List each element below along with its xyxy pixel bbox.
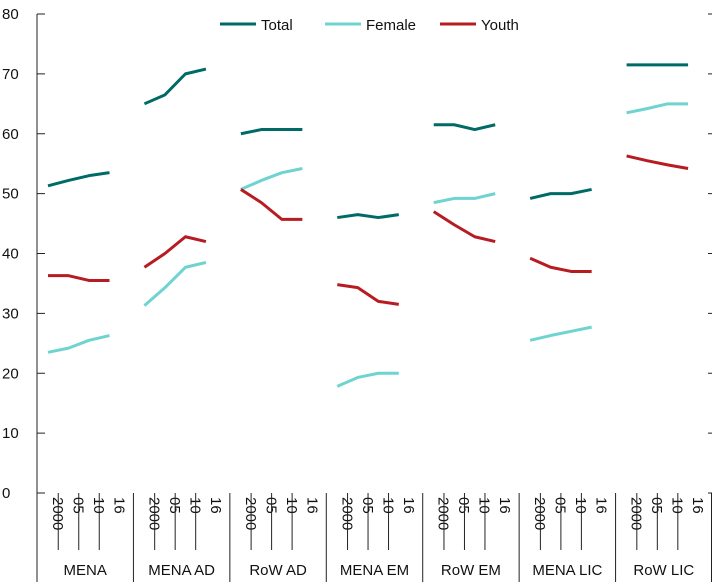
x-tick-label: 2000 <box>435 497 452 530</box>
x-tick-label: 16 <box>207 497 224 514</box>
group-label: MENA <box>64 562 107 579</box>
series-line-female-mena <box>47 334 110 354</box>
group-label: MENA EM <box>340 562 409 579</box>
series-line-youth-row-em <box>432 210 496 243</box>
x-tick-label: 10 <box>90 497 107 514</box>
group-label: MENA LIC <box>532 562 602 579</box>
series-line-youth-mena-em <box>337 283 400 306</box>
x-tick-label: 2000 <box>242 497 259 530</box>
x-tick-label: 10 <box>186 497 203 514</box>
x-tick-label: 05 <box>166 497 183 514</box>
group-label: RoW LIC <box>633 562 694 579</box>
series-line-youth-mena-lic <box>529 256 592 273</box>
y-tick-label: 80 <box>2 6 19 23</box>
series-line-female-row-em <box>433 192 496 205</box>
x-tick-label: 10 <box>379 497 396 514</box>
x-tick-label: 05 <box>455 497 472 514</box>
series-line-total-mena-ad <box>143 67 207 106</box>
series-line-female-mena-ad <box>143 261 207 307</box>
series-line-total-row-ad <box>240 128 303 136</box>
x-tick-label: 2000 <box>145 497 162 530</box>
x-tick-label: 2000 <box>628 497 645 530</box>
x-tick-label: 16 <box>303 497 320 514</box>
x-tick-label: 05 <box>552 497 569 514</box>
group-label: RoW AD <box>249 562 307 579</box>
group-label: RoW EM <box>441 562 501 579</box>
y-tick-label: 40 <box>2 246 19 263</box>
y-tick-label: 50 <box>2 186 19 203</box>
series-line-total-mena <box>47 171 110 188</box>
group-label: MENA AD <box>148 562 215 579</box>
series-line-female-mena-lic <box>529 325 592 342</box>
series-line-total-row-em <box>433 123 496 132</box>
x-tick-label: 05 <box>262 497 279 514</box>
x-tick-label: 16 <box>689 497 706 514</box>
x-tick-label: 16 <box>496 497 513 514</box>
series-line-youth-mena <box>48 274 110 282</box>
series-line-youth-row-lic <box>626 154 689 170</box>
series-line-female-row-lic <box>626 102 689 115</box>
x-tick-label: 05 <box>359 497 376 514</box>
x-tick-label: 2000 <box>49 497 66 530</box>
x-tick-label: 10 <box>476 497 493 514</box>
legend-label-total: Total <box>261 17 293 34</box>
legend: Total Female Youth <box>220 17 519 34</box>
series-line-female-row-ad <box>240 167 303 191</box>
x-tick-label: 2000 <box>531 497 548 530</box>
y-tick-label: 60 <box>2 126 19 143</box>
x-tick-label: 05 <box>70 497 87 514</box>
x-tick-label: 05 <box>648 497 665 514</box>
series-line-youth-row-ad <box>240 188 303 221</box>
series-line-total-mena-lic <box>529 187 592 200</box>
series-line-female-mena-em <box>336 371 399 388</box>
y-tick-label: 70 <box>2 66 19 83</box>
x-tick-label: 16 <box>400 497 417 514</box>
y-tick-label: 0 <box>2 485 10 502</box>
x-tick-label: 10 <box>283 497 300 514</box>
x-tick-label: 16 <box>593 497 610 514</box>
x-tick-label: 10 <box>572 497 589 514</box>
legend-label-female: Female <box>366 17 416 34</box>
series-line-youth-mena-ad <box>143 235 207 269</box>
series-layer <box>47 63 689 388</box>
x-tick-label: 2000 <box>338 497 355 530</box>
x-tick-label: 10 <box>669 497 686 514</box>
y-tick-label: 10 <box>2 425 19 442</box>
y-tick-label: 30 <box>2 305 19 322</box>
x-tick-label: 16 <box>111 497 128 514</box>
legend-label-youth: Youth <box>481 17 519 34</box>
series-line-total-mena-em <box>337 213 400 220</box>
y-tick-label: 20 <box>2 365 19 382</box>
